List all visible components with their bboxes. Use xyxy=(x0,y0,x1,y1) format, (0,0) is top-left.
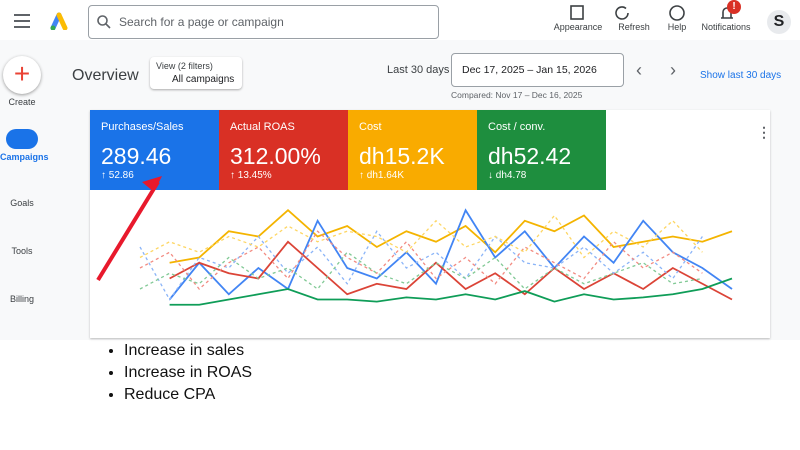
series-line xyxy=(139,230,703,290)
appearance[interactable]: Appearance xyxy=(553,22,603,32)
date-range: Dec 17, 2025 – Jan 15, 2026 xyxy=(462,64,597,76)
metric-name: Cost xyxy=(359,121,382,133)
bullet: Reduce CPA xyxy=(124,384,252,406)
nav-goals[interactable]: Goals xyxy=(10,198,34,208)
bullet: Increase in sales xyxy=(124,340,252,362)
metric-card: Purchases/Sales 289.46 ↑ 52.86 xyxy=(90,110,219,190)
metric-change: ↑ 52.86 xyxy=(101,170,134,181)
bullet-list: Increase in salesIncrease in ROASReduce … xyxy=(100,340,252,406)
nav-tools[interactable]: Tools xyxy=(11,246,33,256)
metric-value: dh52.42 xyxy=(488,143,572,169)
series-line xyxy=(139,251,703,290)
metric-value: 312.00% xyxy=(230,143,321,169)
avatar[interactable]: S xyxy=(767,10,791,34)
compared: Compared: Nov 17 – Dec 16, 2025 xyxy=(451,90,583,100)
metric-change: ↓ dh4.78 xyxy=(488,170,527,181)
arrow-head xyxy=(142,176,162,192)
filter-value: All campaigns xyxy=(172,74,235,85)
series-line xyxy=(169,277,733,306)
show-last[interactable]: Show last 30 days xyxy=(700,70,782,81)
menu-icon[interactable] xyxy=(14,14,30,28)
more-menu[interactable]: ⋮ xyxy=(757,124,771,140)
prev[interactable]: ‹ xyxy=(636,60,642,80)
logo xyxy=(50,12,68,30)
metric-card: Cost dh15.2K ↑ dh1.64K xyxy=(348,110,477,190)
nav-campaigns[interactable]: Campaigns xyxy=(0,152,49,162)
annotation-arrow xyxy=(96,180,160,282)
chart xyxy=(96,176,733,306)
metric-name: Purchases/Sales xyxy=(101,121,184,133)
refresh[interactable]: Refresh xyxy=(618,22,650,32)
series-line xyxy=(169,240,733,301)
search-box[interactable]: Search for a page or campaign xyxy=(88,5,439,39)
series-line xyxy=(169,209,733,264)
metric-change: ↑ 13.45% xyxy=(230,170,272,181)
create-button[interactable]: + xyxy=(3,56,41,94)
search-placeholder: Search for a page or campaign xyxy=(119,15,284,29)
campaigns-icon xyxy=(6,129,38,149)
filter-label: View (2 filters) xyxy=(156,61,213,71)
series-line xyxy=(139,214,703,259)
filter-chip[interactable]: View (2 filters) All campaigns xyxy=(150,57,242,89)
nav-create[interactable]: Create xyxy=(8,97,36,107)
metric-card: Actual ROAS 312.00% ↑ 13.45% xyxy=(219,110,348,190)
metric-card: Cost / conv. dh52.42 ↓ dh4.78 xyxy=(477,110,606,190)
metric-change: ↑ dh1.64K xyxy=(359,170,405,181)
metric-value: dh15.2K xyxy=(359,143,445,169)
help[interactable]: Help xyxy=(667,22,687,32)
range-label: Last 30 days xyxy=(387,64,450,76)
notifications[interactable]: Notifications xyxy=(701,22,751,32)
metric-value: 289.46 xyxy=(101,143,172,169)
badge: ! xyxy=(727,0,741,14)
page-title: Overview xyxy=(72,67,139,84)
next[interactable]: › xyxy=(670,60,676,80)
nav-billing[interactable]: Billing xyxy=(9,294,34,304)
date-picker[interactable]: Dec 17, 2025 – Jan 15, 2026 xyxy=(451,53,624,87)
metric-name: Cost / conv. xyxy=(488,121,546,133)
metric-name: Actual ROAS xyxy=(230,121,295,133)
bullet: Increase in ROAS xyxy=(124,362,252,384)
